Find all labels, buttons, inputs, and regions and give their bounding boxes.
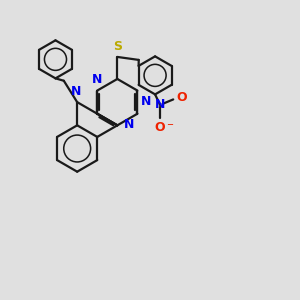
- Text: N: N: [124, 118, 134, 131]
- Text: N: N: [92, 74, 102, 86]
- Text: S: S: [113, 40, 122, 53]
- Text: N: N: [141, 95, 152, 108]
- Text: O: O: [154, 121, 165, 134]
- Text: ⁻: ⁻: [167, 121, 173, 134]
- Text: N: N: [155, 98, 166, 111]
- Text: O: O: [176, 92, 187, 104]
- Text: N: N: [70, 85, 81, 98]
